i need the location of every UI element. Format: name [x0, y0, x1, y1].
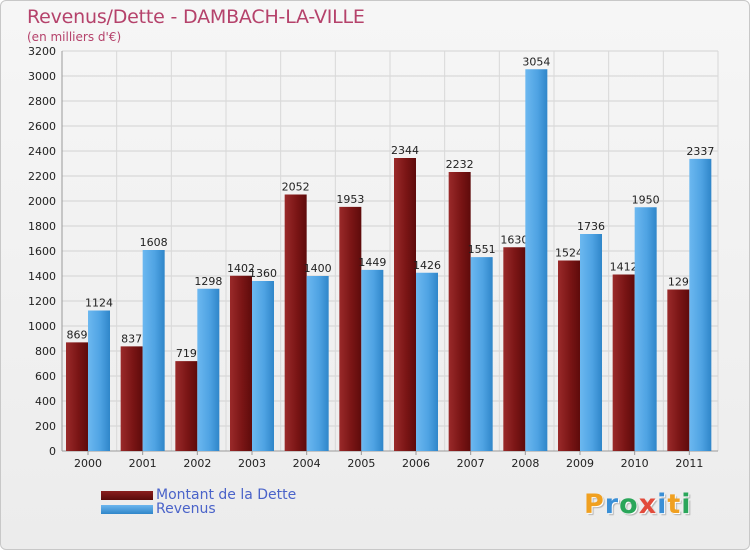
y-tick-label: 0 — [49, 445, 56, 458]
bar-dette — [448, 172, 471, 451]
data-label-revenus: 1426 — [413, 259, 441, 272]
data-label-dette: 2344 — [391, 144, 419, 157]
data-label-dette: 1630 — [500, 233, 528, 246]
y-tick-label: 1800 — [28, 220, 56, 233]
logo-letter: i — [681, 489, 692, 520]
legend-label-revenus: Revenus — [156, 501, 216, 517]
bar-dette — [284, 194, 307, 451]
bar-revenus — [416, 272, 438, 451]
y-tick-label: 1000 — [28, 320, 56, 333]
data-label-dette: 1402 — [227, 262, 255, 275]
data-label-dette: 1412 — [610, 261, 638, 274]
x-tick-label: 2004 — [293, 457, 321, 470]
data-label-revenus: 2337 — [686, 145, 714, 158]
x-tick-label: 2011 — [675, 457, 703, 470]
data-label-dette: 1524 — [555, 247, 583, 260]
data-label-dette: 129 — [668, 276, 689, 289]
data-label-dette: 2052 — [282, 181, 310, 194]
legend-label-dette: Montant de la Dette — [156, 487, 297, 503]
bar-revenus — [580, 234, 602, 451]
bar-revenus — [197, 288, 220, 451]
bar-dette — [66, 342, 88, 451]
y-tick-label: 2000 — [28, 195, 56, 208]
y-tick-label: 2600 — [28, 120, 56, 133]
bar-dette — [667, 289, 690, 451]
data-label-dette: 2232 — [446, 158, 474, 171]
data-label-revenus: 3054 — [522, 55, 550, 68]
legend-swatch-revenus — [101, 504, 153, 514]
y-tick-label: 600 — [35, 370, 56, 383]
x-tick-label: 2007 — [457, 457, 485, 470]
logo-letter: o — [619, 489, 639, 520]
bar-revenus — [689, 158, 712, 451]
logo-letter: x — [638, 489, 658, 520]
y-tick-label: 3000 — [28, 70, 56, 83]
x-tick-label: 2009 — [566, 457, 594, 470]
legend-swatch-dette — [101, 490, 153, 500]
bar-revenus — [142, 250, 165, 451]
bar-revenus — [88, 310, 110, 451]
bar-dette — [120, 346, 143, 451]
x-tick-label: 2002 — [183, 457, 211, 470]
bar-revenus — [634, 207, 657, 451]
x-tick-label: 2010 — [621, 457, 649, 470]
logo-letter: i — [657, 489, 668, 520]
y-tick-label: 400 — [35, 395, 56, 408]
data-label-revenus: 1608 — [140, 236, 168, 249]
y-tick-label: 800 — [35, 345, 56, 358]
bar-dette — [612, 274, 635, 451]
y-tick-label: 2200 — [28, 170, 56, 183]
bar-revenus — [252, 281, 274, 451]
x-tick-label: 2005 — [347, 457, 375, 470]
y-tick-label: 3200 — [28, 45, 56, 58]
bar-dette — [394, 158, 416, 451]
data-label-revenus: 1551 — [468, 243, 496, 256]
data-label-revenus: 1298 — [194, 275, 222, 288]
bar-revenus — [470, 257, 493, 451]
data-label-revenus: 1449 — [358, 256, 386, 269]
data-label-revenus: 1950 — [632, 193, 660, 206]
logo-letter: t — [667, 489, 682, 520]
y-tick-label: 1400 — [28, 270, 56, 283]
data-label-dette: 1953 — [336, 193, 364, 206]
x-tick-label: 2000 — [74, 457, 102, 470]
data-label-revenus: 1360 — [249, 267, 277, 280]
bar-dette — [558, 260, 580, 451]
data-label-dette: 719 — [176, 347, 197, 360]
y-tick-label: 200 — [35, 420, 56, 433]
data-label-revenus: 1400 — [304, 262, 332, 275]
y-tick-label: 2400 — [28, 145, 56, 158]
data-label-dette: 837 — [121, 332, 142, 345]
x-tick-label: 2001 — [129, 457, 157, 470]
chart-title: Revenus/Dette - DAMBACH-LA-VILLE — [27, 6, 365, 28]
logo-letter: P — [584, 489, 605, 520]
data-label-revenus: 1124 — [85, 297, 113, 310]
bar-dette — [339, 206, 362, 451]
y-tick-label: 1200 — [28, 295, 56, 308]
bar-revenus — [525, 69, 548, 451]
y-tick-label: 1600 — [28, 245, 56, 258]
legend-item-revenus: Revenus — [101, 501, 216, 517]
bar-revenus — [361, 269, 384, 451]
legend-item-dette: Montant de la Dette — [101, 487, 297, 503]
data-label-revenus: 1736 — [577, 220, 605, 233]
bar-dette — [503, 247, 526, 451]
x-tick-label: 2006 — [402, 457, 430, 470]
x-tick-label: 2003 — [238, 457, 266, 470]
bar-revenus — [306, 276, 329, 451]
data-label-dette: 869 — [67, 328, 88, 341]
chart-subtitle: (en milliers d'€) — [27, 30, 122, 44]
x-tick-label: 2008 — [511, 457, 539, 470]
bar-dette — [230, 275, 252, 451]
logo-letter: r — [604, 489, 620, 520]
bar-dette — [175, 361, 198, 451]
y-tick-label: 2800 — [28, 95, 56, 108]
